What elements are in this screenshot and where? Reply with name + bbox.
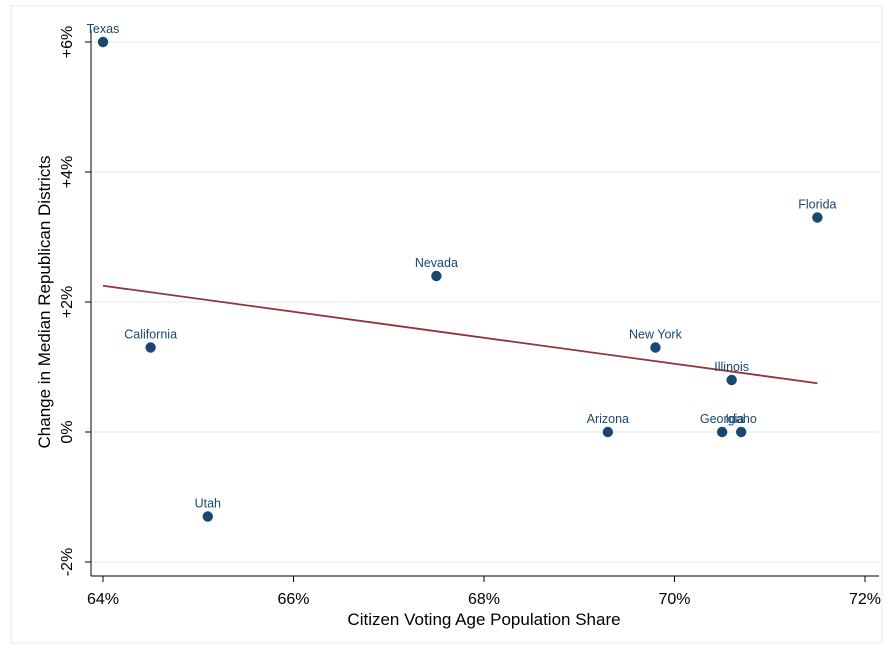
data-point (97, 36, 109, 48)
axes: -2% 0% +2% +4% +6% 64% 66% 68% 70% 72% (59, 26, 881, 608)
fit-line-layer (102, 284, 818, 385)
data-point (716, 426, 728, 438)
y-tick-label: -2% (59, 548, 76, 576)
y-tick-label: 0% (59, 420, 76, 443)
x-tick-label: 72% (849, 591, 881, 608)
x-axis-title: Citizen Voting Age Population Share (347, 610, 620, 629)
point-label: Illinois (714, 360, 749, 374)
x-tick-label: 64% (87, 591, 119, 608)
point-label: Arizona (587, 412, 629, 426)
data-point (602, 426, 614, 438)
point-label: Texas (87, 22, 120, 36)
fit-line (102, 284, 818, 385)
x-tick-label: 70% (658, 591, 690, 608)
x-tick-label: 68% (468, 591, 500, 608)
y-axis-title: Change in Median Republican Districts (35, 156, 54, 449)
point-label: New York (629, 328, 683, 342)
y-tick-label: +2% (59, 286, 76, 318)
data-point (431, 270, 442, 282)
data-point (202, 511, 213, 522)
point-label: Georgia (700, 412, 745, 426)
data-point (650, 342, 661, 353)
point-label: Florida (798, 198, 836, 212)
data-points (97, 36, 823, 522)
data-point (145, 342, 156, 353)
point-label: California (124, 328, 177, 342)
graph-region-frame (10, 5, 883, 644)
y-tick-label: +4% (59, 156, 76, 188)
point-label: Utah (195, 497, 221, 511)
point-label: Idaho (726, 412, 757, 426)
data-point (726, 374, 737, 386)
y-tick-label: +6% (59, 26, 76, 58)
data-point (812, 212, 823, 223)
data-point (735, 426, 747, 438)
point-labels: Texas California Utah Nevada Arizona New York… (87, 22, 837, 511)
point-label: Nevada (415, 256, 458, 270)
x-tick-label: 66% (277, 591, 309, 608)
